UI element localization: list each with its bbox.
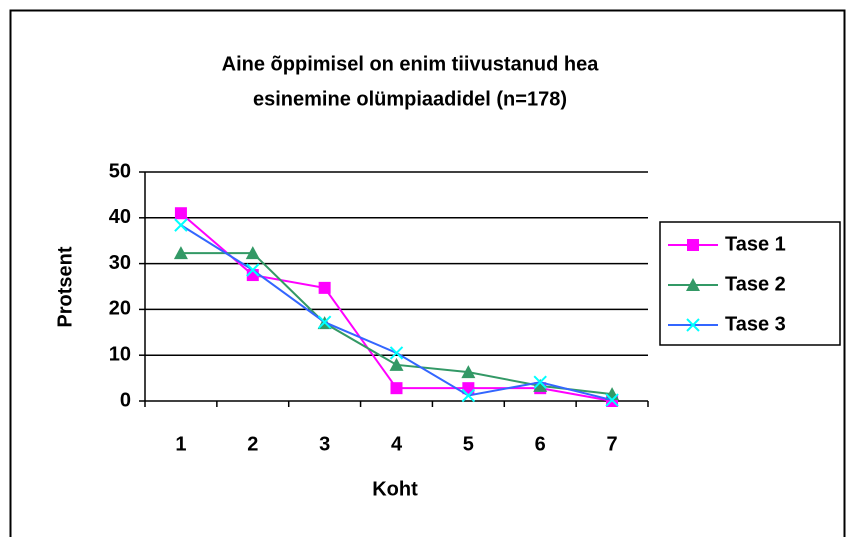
y-tick-label: 50 (109, 160, 131, 182)
x-tick-label: 3 (319, 433, 330, 455)
data-point (174, 218, 188, 232)
y-tick-label: 40 (109, 206, 131, 228)
y-axis-label: Protsent (54, 246, 76, 327)
data-point (245, 246, 260, 260)
data-point (461, 388, 476, 403)
legend-label: Tase 1 (725, 233, 786, 255)
x-tick-label: 1 (175, 433, 186, 455)
legend-marker (686, 318, 700, 332)
data-point (533, 375, 547, 389)
y-tick-label: 30 (109, 252, 131, 274)
chart-title: esinemine olümpiaadidel (n=178) (253, 88, 567, 110)
x-tick-label: 7 (607, 433, 618, 455)
data-point (533, 378, 548, 392)
data-point (174, 207, 187, 220)
chart-title: Aine õppimisel on enim tiivustanud hea (222, 53, 600, 75)
data-point (605, 393, 619, 407)
data-point (246, 269, 259, 282)
x-axis-label: Koht (372, 478, 418, 500)
y-tick-label: 0 (120, 389, 131, 411)
x-tick-label: 6 (535, 433, 546, 455)
y-tick-label: 20 (109, 298, 131, 320)
data-point (461, 365, 476, 379)
data-point (173, 246, 188, 260)
data-point (390, 382, 403, 395)
legend-marker (687, 239, 699, 251)
legend-marker (686, 278, 700, 291)
data-point (389, 346, 404, 360)
legend-label: Tase 3 (725, 313, 786, 335)
data-point (389, 357, 404, 371)
x-tick-label: 5 (463, 433, 474, 455)
legend-label: Tase 2 (725, 273, 786, 295)
x-tick-label: 2 (247, 433, 258, 455)
data-point (246, 263, 260, 277)
x-tick-label: 4 (391, 433, 403, 455)
data-point (317, 315, 332, 329)
y-tick-label: 10 (109, 343, 131, 365)
data-point (318, 281, 331, 294)
